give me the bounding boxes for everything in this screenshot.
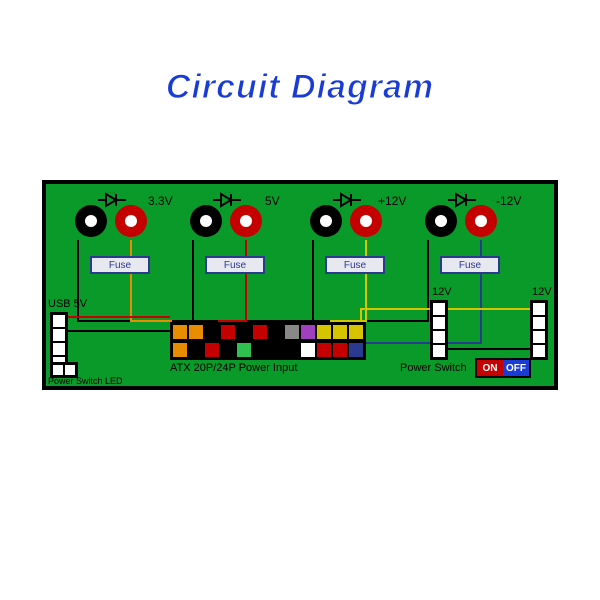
atx-pin — [204, 342, 220, 358]
atx-pin — [220, 324, 236, 340]
atx-pin — [348, 342, 364, 358]
wire — [446, 308, 530, 310]
aux-connector-label: 12V — [432, 286, 452, 298]
binding-post-red — [115, 205, 147, 237]
switch-on[interactable]: ON — [477, 360, 503, 376]
binding-post-black — [310, 205, 342, 237]
binding-post-black — [425, 205, 457, 237]
aux-connector — [530, 300, 548, 360]
wire — [192, 240, 194, 322]
wire — [360, 342, 482, 344]
fuse: Fuse — [205, 256, 265, 274]
atx-pin — [316, 324, 332, 340]
page-title: Circuit Diagram — [0, 68, 600, 107]
atx-pin — [284, 342, 300, 358]
atx-pin — [188, 342, 204, 358]
atx-pin — [300, 342, 316, 358]
binding-post-pair — [190, 202, 264, 240]
fuse: Fuse — [325, 256, 385, 274]
binding-post-red — [465, 205, 497, 237]
binding-post-black — [190, 205, 222, 237]
aux-connector-label: USB 5V — [48, 298, 87, 310]
wire — [66, 316, 170, 318]
atx-pin — [172, 324, 188, 340]
atx-pin — [316, 342, 332, 358]
binding-post-pair — [425, 202, 499, 240]
fuse: Fuse — [90, 256, 150, 274]
atx-pin — [332, 324, 348, 340]
wire — [446, 348, 530, 350]
atx-pin — [236, 324, 252, 340]
voltage-label: -12V — [496, 194, 521, 208]
aux-connector — [430, 300, 448, 360]
atx-pin — [188, 324, 204, 340]
aux-connector-label: 12V — [532, 286, 552, 298]
binding-post-black — [75, 205, 107, 237]
wire — [130, 320, 172, 322]
power-switch[interactable]: ONOFF — [475, 358, 531, 378]
fuse: Fuse — [440, 256, 500, 274]
wire — [365, 274, 367, 322]
switch-off[interactable]: OFF — [503, 360, 529, 376]
wire — [360, 308, 362, 322]
atx-pin — [332, 342, 348, 358]
atx-connector-row — [170, 340, 366, 360]
wire — [365, 240, 367, 256]
wire — [480, 240, 482, 256]
atx-pin — [252, 342, 268, 358]
binding-post-red — [350, 205, 382, 237]
power-switch-label: Power Switch — [400, 362, 467, 374]
atx-pin — [172, 342, 188, 358]
wire — [130, 240, 132, 256]
binding-post-pair — [75, 202, 149, 240]
atx-label: ATX 20P/24P Power Input — [170, 362, 297, 374]
atx-connector-row — [170, 322, 366, 342]
voltage-label: +12V — [378, 194, 406, 208]
binding-post-red — [230, 205, 262, 237]
power-switch-led-label: Power Switch LED — [48, 376, 123, 386]
wire — [245, 240, 247, 256]
wire — [245, 274, 247, 322]
wire — [312, 240, 314, 322]
wire — [66, 330, 170, 332]
atx-pin — [348, 324, 364, 340]
atx-pin — [220, 342, 236, 358]
atx-pin — [268, 324, 284, 340]
binding-post-pair — [310, 202, 384, 240]
atx-pin — [204, 324, 220, 340]
atx-pin — [252, 324, 268, 340]
atx-pin — [284, 324, 300, 340]
atx-pin — [300, 324, 316, 340]
atx-pin — [236, 342, 252, 358]
voltage-label: 3.3V — [148, 194, 173, 208]
atx-pin — [268, 342, 284, 358]
wire — [130, 274, 132, 322]
voltage-label: 5V — [265, 194, 280, 208]
